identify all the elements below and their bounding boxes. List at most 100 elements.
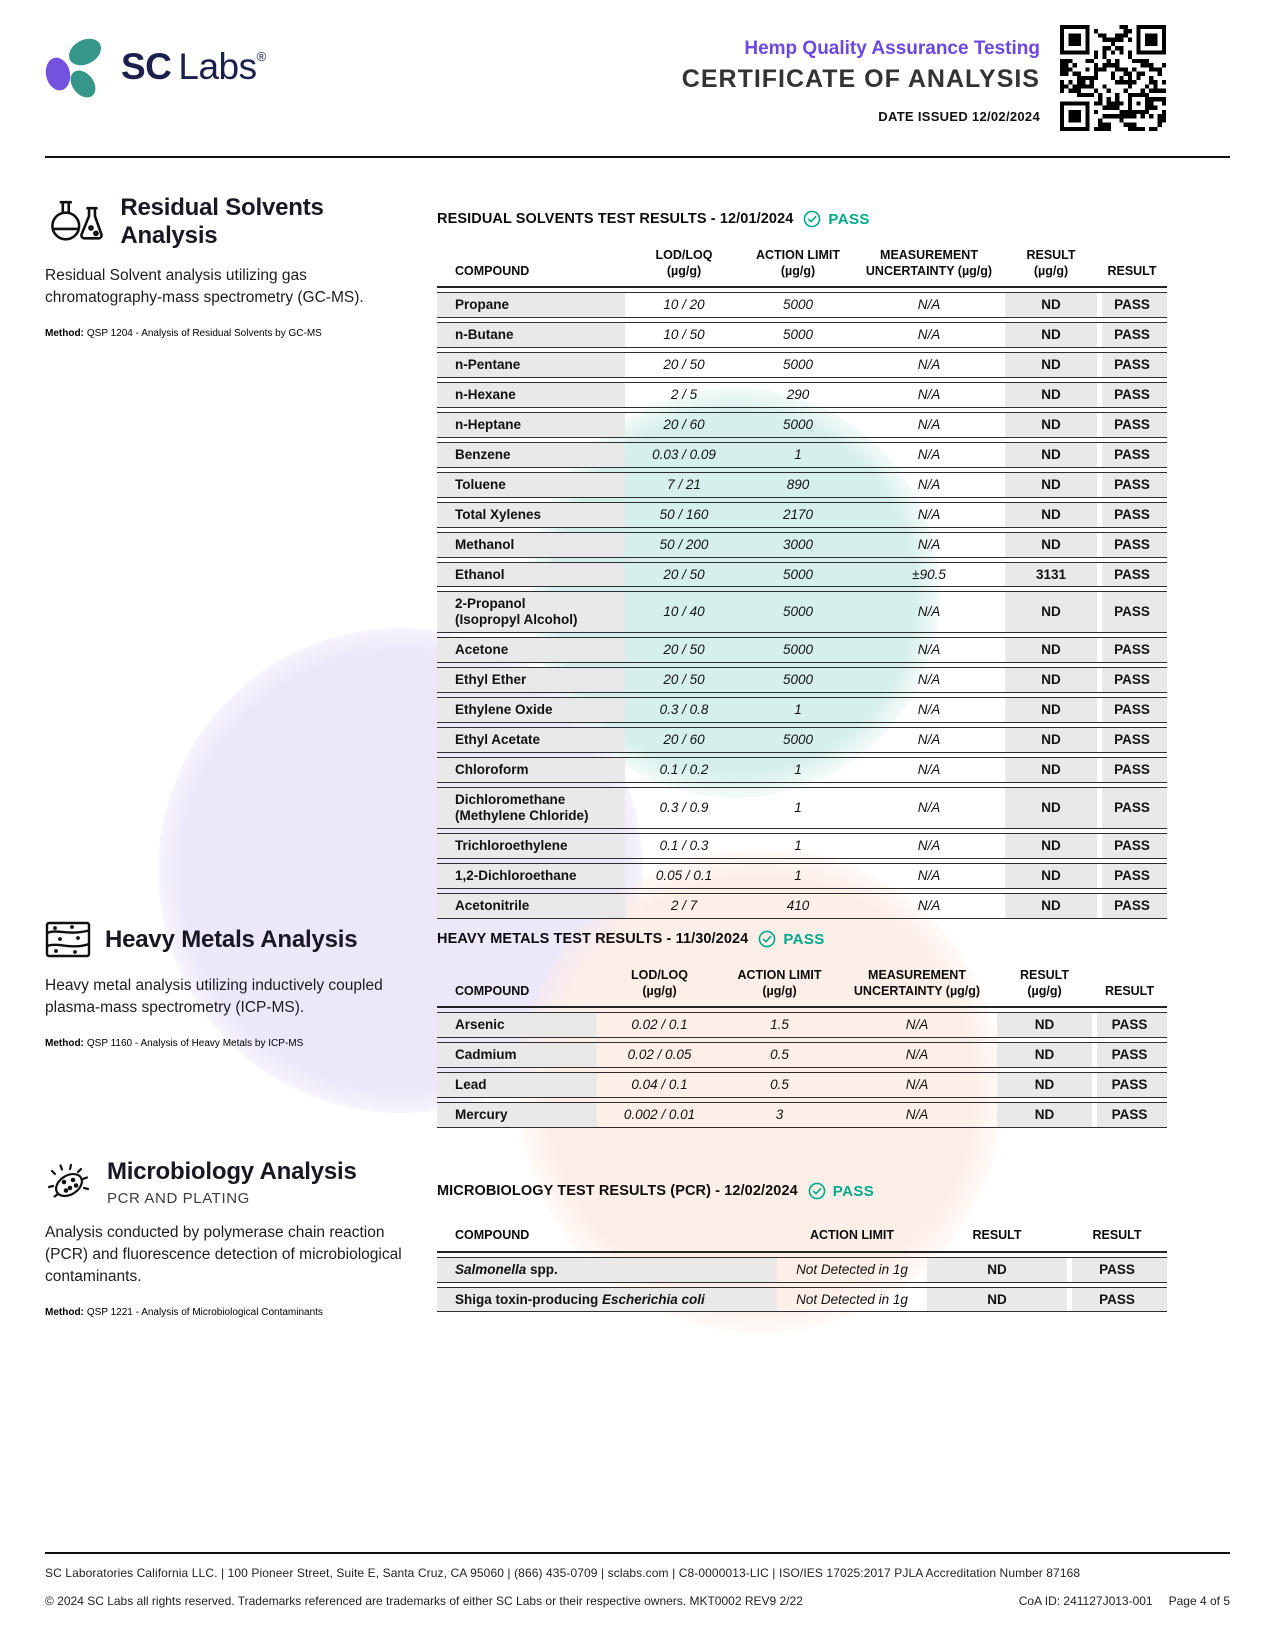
lod-loq-cell: 20 / 60	[625, 411, 743, 438]
qr-code	[1060, 25, 1166, 131]
uncertainty-cell: N/A	[853, 441, 1005, 468]
uncertainty-cell: N/A	[853, 697, 1005, 724]
uncertainty-cell: N/A	[837, 1012, 997, 1039]
method-label: Method:	[45, 1038, 84, 1049]
section-heading: Residual Solvents Analysis	[120, 194, 324, 249]
status-cell: PASS	[1097, 382, 1167, 408]
compound-cell: Chloroform	[437, 757, 625, 783]
residual-solvents-section-intro: Residual Solvents Analysis Residual Solv…	[45, 194, 423, 339]
compound-cell: Ethyl Ether	[437, 667, 625, 694]
result-value-cell: ND	[1005, 411, 1097, 438]
action-limit-cell: 3000	[743, 531, 853, 558]
action-limit-cell: 5000	[743, 727, 853, 753]
compound-cell: Ethylene Oxide	[437, 697, 625, 724]
status-cell: PASS	[1097, 832, 1167, 859]
col-header-result-value: RESULT	[927, 1224, 1067, 1253]
compound-cell: Methanol	[437, 531, 625, 558]
uncertainty-cell: N/A	[853, 322, 1005, 349]
action-limit-cell: 2170	[743, 501, 853, 528]
action-limit-cell: 1	[743, 832, 853, 859]
lod-loq-cell: 0.1 / 0.2	[625, 757, 743, 783]
lod-loq-cell: 50 / 200	[625, 531, 743, 558]
result-value-cell: ND	[1005, 591, 1097, 634]
method-label: Method:	[45, 328, 84, 339]
pass-check-icon	[808, 1182, 826, 1200]
table-row: Chloroform 0.1 / 0.2 1 N/A ND PASS	[437, 757, 1167, 783]
result-value-cell: 3131	[1005, 561, 1097, 588]
heavy-metals-results: HEAVY METALS TEST RESULTS - 11/30/2024 P…	[437, 930, 1167, 1132]
action-limit-cell: 5000	[743, 561, 853, 588]
table-row: Shiga toxin-producing Escherichia coli No…	[437, 1286, 1167, 1313]
action-limit-cell: 5000	[743, 591, 853, 634]
table-row: Propane 10 / 20 5000 N/A ND PASS	[437, 292, 1167, 319]
compound-cell: Toluene	[437, 471, 625, 498]
result-value-cell: ND	[1005, 322, 1097, 349]
result-value-cell: ND	[1005, 757, 1097, 783]
residual-solvents-results: RESIDUAL SOLVENTS TEST RESULTS - 12/01/2…	[437, 210, 1167, 923]
action-limit-cell: 410	[743, 892, 853, 919]
lod-loq-cell: 10 / 20	[625, 292, 743, 319]
lod-loq-cell: 2 / 5	[625, 382, 743, 408]
residual-solvents-table: COMPOUND LOD/LOQ (µg/g) ACTION LIMIT (µg…	[437, 240, 1167, 923]
status-cell: PASS	[1092, 1072, 1167, 1099]
col-header-result-value: RESULT (µg/g)	[1005, 244, 1097, 289]
result-value-cell: ND	[1005, 862, 1097, 889]
lod-loq-cell: 0.04 / 0.1	[597, 1072, 722, 1099]
lod-loq-cell: 20 / 50	[625, 561, 743, 588]
action-limit-cell: Not Detected in 1g	[777, 1286, 927, 1313]
action-limit-cell: 890	[743, 471, 853, 498]
table-row: Benzene 0.03 / 0.09 1 N/A ND PASS	[437, 441, 1167, 468]
page-number: Page 4 of 5	[1168, 1594, 1230, 1608]
logo-sc: SC	[121, 46, 172, 87]
program-name: Hemp Quality Assurance Testing	[744, 38, 1040, 59]
section-description: Heavy metal analysis utilizing inductive…	[45, 977, 383, 1016]
col-header-action-limit: ACTION LIMIT (µg/g)	[722, 964, 837, 1009]
table-row: Mercury 0.002 / 0.01 3 N/A ND PASS	[437, 1102, 1167, 1128]
result-value-cell: ND	[1005, 292, 1097, 319]
status-cell: PASS	[1092, 1102, 1167, 1128]
action-limit-cell: 5000	[743, 411, 853, 438]
sc-labs-logo-icon	[45, 38, 102, 98]
date-issued: DATE ISSUED 12/02/2024	[878, 109, 1040, 124]
section-heading: Microbiology Analysis	[107, 1158, 357, 1185]
compound-cell: Benzene	[437, 441, 625, 468]
table-row: n-Pentane 20 / 50 5000 N/A ND PASS	[437, 352, 1167, 379]
compound-cell: Shiga toxin-producing Escherichia coli	[437, 1286, 777, 1313]
compound-cell: Cadmium	[437, 1042, 597, 1069]
status-cell: PASS	[1097, 637, 1167, 664]
result-value-cell: ND	[997, 1072, 1092, 1099]
microbiology-table: COMPOUND ACTION LIMIT RESULT RESULT Salm…	[437, 1220, 1167, 1316]
table-row: n-Butane 10 / 50 5000 N/A ND PASS	[437, 322, 1167, 349]
col-header-lod-loq: LOD/LOQ (µg/g)	[625, 244, 743, 289]
status-cell: PASS	[1097, 501, 1167, 528]
table-row: n-Heptane 20 / 60 5000 N/A ND PASS	[437, 411, 1167, 438]
table-row: 2-Propanol (Isopropyl Alcohol) 10 / 40 500…	[437, 591, 1167, 634]
pass-status: PASS	[828, 210, 870, 228]
metal-layers-icon	[45, 921, 91, 958]
col-header-compound: COMPOUND	[437, 1224, 777, 1253]
status-cell: PASS	[1097, 292, 1167, 319]
compound-cell: Propane	[437, 292, 625, 319]
table-row: Ethyl Ether 20 / 50 5000 N/A ND PASS	[437, 667, 1167, 694]
compound-cell: Ethanol	[437, 561, 625, 588]
compound-cell: Trichloroethylene	[437, 832, 625, 859]
result-value-cell: ND	[1005, 382, 1097, 408]
status-cell: PASS	[1097, 591, 1167, 634]
document-title: CERTIFICATE OF ANALYSIS	[681, 65, 1040, 93]
microbiology-section-intro: Microbiology Analysis PCR AND PLATING An…	[45, 1158, 423, 1318]
header-divider	[45, 156, 1230, 158]
lod-loq-cell: 0.3 / 0.8	[625, 697, 743, 724]
lod-loq-cell: 20 / 60	[625, 727, 743, 753]
table-header-row: COMPOUND LOD/LOQ (µg/g) ACTION LIMIT (µg…	[437, 964, 1167, 1009]
result-value-cell: ND	[1005, 786, 1097, 829]
status-cell: PASS	[1097, 352, 1167, 379]
compound-cell: n-Hexane	[437, 382, 625, 408]
compound-cell: n-Butane	[437, 322, 625, 349]
status-cell: PASS	[1067, 1286, 1167, 1313]
method-note: Method: QSP 1204 - Analysis of Residual S…	[45, 328, 423, 339]
microbe-icon	[47, 1163, 90, 1198]
coa-id: CoA ID: 241127J013-001	[1018, 1594, 1153, 1608]
col-header-result: RESULT	[1092, 964, 1167, 1009]
table-row: 1,2-Dichloroethane 0.05 / 0.1 1 N/A ND PASS	[437, 862, 1167, 889]
